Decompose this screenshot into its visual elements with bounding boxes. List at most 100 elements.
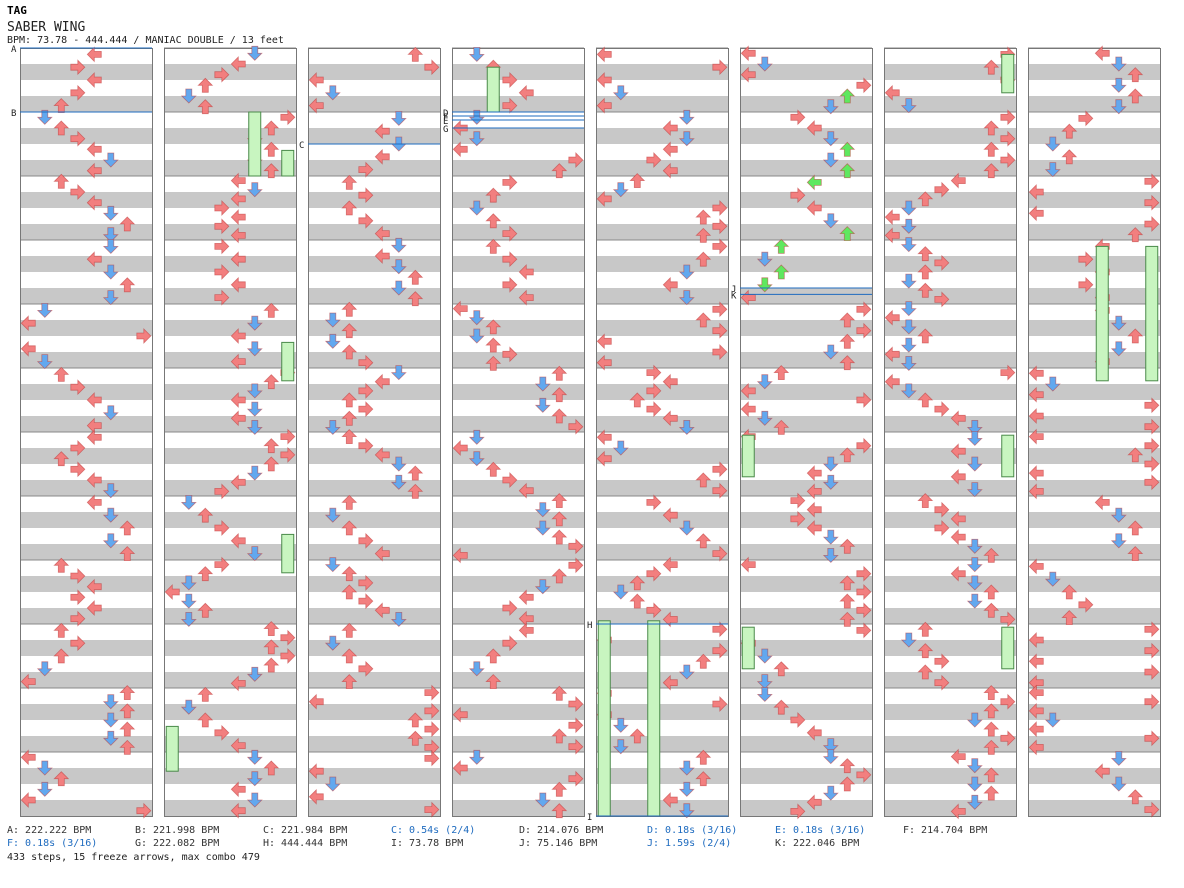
step-arrow (502, 472, 518, 488)
arrow-group (20, 46, 152, 819)
arrow-shape (551, 163, 568, 179)
arrow-shape (917, 328, 934, 344)
freeze-arrow (281, 341, 295, 382)
arrow-shape (119, 703, 136, 719)
step-arrow (230, 781, 246, 798)
arrow-shape (856, 322, 872, 339)
step-arrow (20, 673, 36, 690)
step-arrow (246, 771, 263, 787)
step-arrow (485, 319, 502, 335)
legend-item: G: 222.082 BPM (135, 838, 220, 849)
beat-stripe (596, 544, 728, 560)
arrow-shape (662, 674, 678, 691)
arrow-shape (966, 794, 983, 810)
step-arrow (934, 181, 950, 198)
beat-stripe (596, 672, 728, 688)
step-arrow (712, 482, 728, 499)
step-arrow (214, 556, 230, 573)
arrow-shape (856, 622, 872, 639)
arrow-shape (712, 218, 728, 235)
beat-stripe (164, 800, 296, 816)
arrow-shape (983, 767, 1000, 783)
arrow-shape (518, 589, 534, 606)
freeze-arrow (248, 111, 262, 177)
step-arrow (102, 238, 119, 254)
step-arrow (1000, 611, 1016, 628)
arrow-shape (424, 750, 440, 767)
step-arrow (856, 584, 872, 600)
arrow-shape (822, 152, 839, 168)
arrow-shape (1028, 386, 1044, 403)
legend-item: B: 221.998 BPM (135, 825, 220, 836)
arrow-shape (839, 333, 856, 349)
beat-stripe (1028, 288, 1160, 304)
arrow-shape (341, 200, 358, 216)
beat-stripe (308, 288, 440, 304)
arrow-shape (280, 629, 296, 646)
arrow-shape (1028, 365, 1044, 382)
arrow-shape (263, 621, 280, 636)
beat-stripe (20, 448, 152, 464)
arrow-shape (678, 760, 695, 776)
step-arrow (502, 600, 518, 616)
arrow-shape (934, 401, 950, 418)
step-arrow (1061, 584, 1078, 600)
step-arrow (534, 579, 551, 595)
beat-stripe (164, 768, 296, 784)
arrow-shape (966, 776, 983, 792)
step-arrow (551, 529, 568, 545)
arrow-shape (966, 712, 983, 728)
arrow-shape (246, 666, 263, 682)
step-arrow (934, 520, 950, 536)
beat-stripe (452, 768, 584, 784)
arrow-shape (839, 355, 856, 371)
arrow-shape (341, 622, 358, 638)
beat-stripe (452, 384, 584, 400)
step-arrow (358, 532, 374, 549)
arrow-shape (164, 584, 180, 600)
arrow-shape (230, 392, 246, 408)
step-arrow (214, 238, 230, 255)
arrow-shape (358, 161, 374, 178)
step-arrow (678, 419, 695, 435)
arrow-shape (70, 130, 86, 147)
step-arrow (308, 72, 324, 88)
beat-stripe (884, 192, 1016, 208)
step-arrow (424, 702, 440, 719)
arrow-shape (1110, 56, 1127, 72)
arrow-shape (358, 382, 374, 399)
step-arrow (424, 684, 440, 701)
arrow-shape (518, 482, 534, 499)
bpm-marker-label: E (443, 117, 448, 127)
arrow-shape (36, 781, 53, 797)
step-arrow (1094, 494, 1110, 511)
arrow-shape (983, 685, 1000, 700)
step-arrow (53, 451, 70, 467)
beat-stripe (308, 608, 440, 624)
step-arrow (934, 501, 950, 518)
arrow-shape (856, 584, 872, 600)
arrow-shape (596, 72, 612, 88)
beat-stripe (1028, 96, 1160, 112)
beat-stripe (308, 800, 440, 816)
step-arrow (86, 429, 102, 446)
arrow-shape (790, 492, 806, 509)
step-arrow (900, 301, 917, 317)
arrow-shape (712, 344, 728, 360)
step-arrow (596, 72, 612, 88)
arrow-shape (1028, 465, 1044, 482)
step-arrow (917, 621, 934, 637)
step-arrow (468, 200, 485, 216)
step-arrow (1127, 88, 1144, 104)
beat-stripe (740, 512, 872, 528)
step-arrow (280, 109, 296, 126)
step-arrow (86, 578, 102, 595)
step-arrow (551, 493, 568, 509)
arrow-shape (966, 430, 983, 446)
arrow-shape (678, 131, 695, 147)
beat-stripe (884, 736, 1016, 752)
step-arrow (790, 712, 806, 728)
step-arrow (773, 264, 790, 280)
step-arrow (629, 392, 646, 408)
step-arrow (180, 494, 197, 510)
